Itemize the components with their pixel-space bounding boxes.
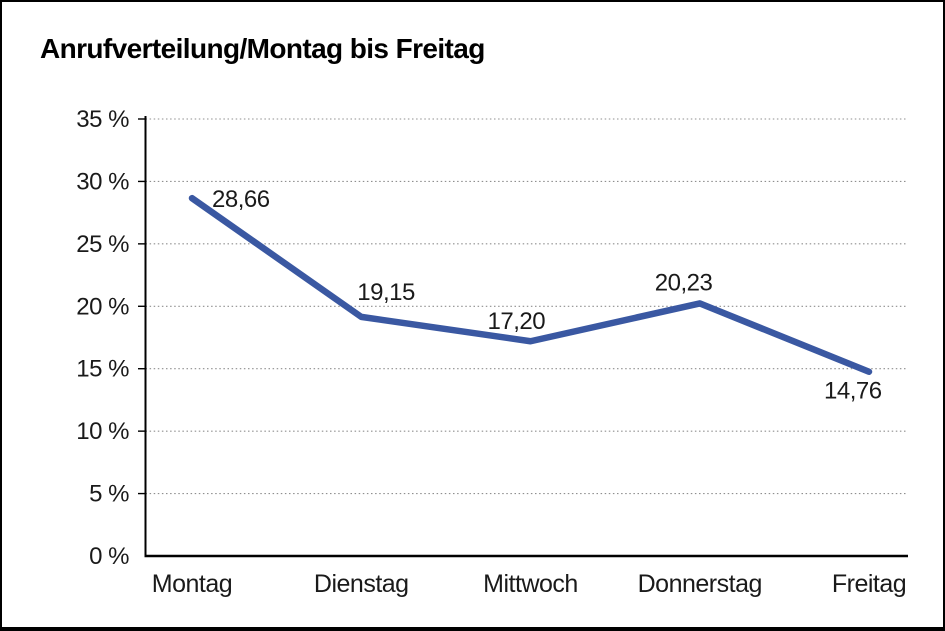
y-tick-label: 30 % — [76, 168, 129, 195]
data-point-label: 14,76 — [824, 378, 882, 405]
data-point-label: 20,23 — [655, 269, 713, 296]
x-category-label: Montag — [152, 570, 232, 598]
chart-title: Anrufverteilung/Montag bis Freitag — [40, 33, 485, 64]
y-tick-label: 15 % — [76, 356, 129, 383]
y-tick-label: 20 % — [76, 293, 129, 320]
y-tick-label: 25 % — [76, 231, 129, 258]
x-category-label: Donnerstag — [638, 570, 762, 598]
x-category-label: Dienstag — [314, 570, 409, 598]
y-tick-label: 5 % — [89, 481, 129, 508]
data-point-label: 19,15 — [357, 279, 415, 306]
x-category-label: Freitag — [832, 570, 906, 598]
y-tick-label: 0 % — [89, 543, 129, 570]
y-tick-label: 35 % — [76, 106, 129, 133]
x-category-label: Mittwoch — [483, 570, 578, 598]
data-line — [188, 194, 873, 375]
y-tick-label: 10 % — [76, 418, 129, 445]
data-point-label: 28,66 — [212, 186, 270, 213]
data-point-label: 17,20 — [488, 308, 546, 335]
